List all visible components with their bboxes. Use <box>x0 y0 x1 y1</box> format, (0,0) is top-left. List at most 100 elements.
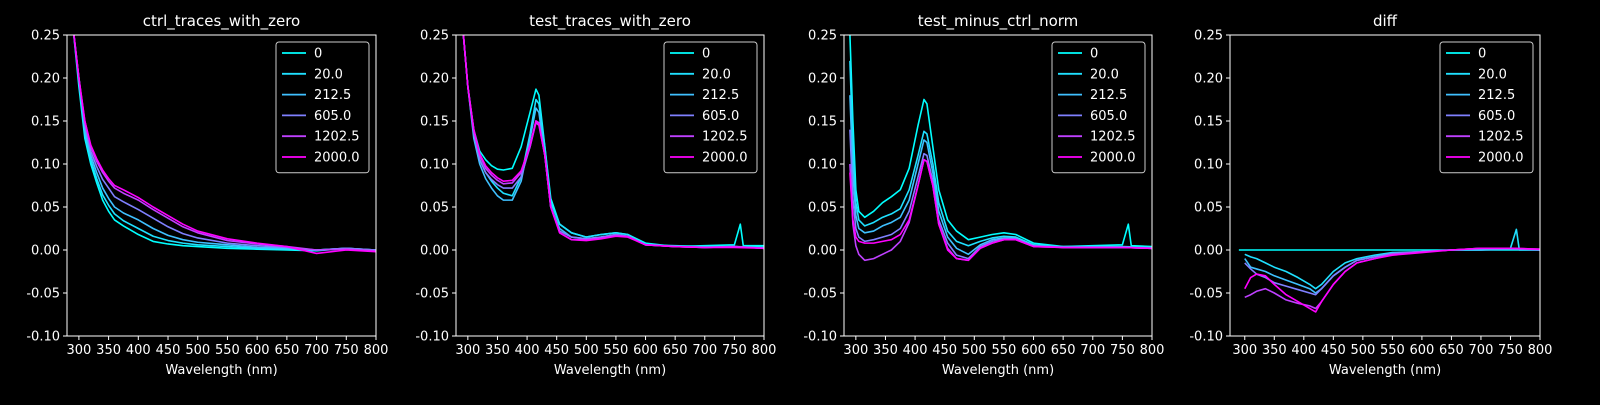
y-tick-label: 0.10 <box>31 158 60 173</box>
series-line-2000.0 <box>462 35 764 250</box>
x-tick-label: 550 <box>215 343 240 358</box>
series-line-20.0 <box>1244 228 1540 290</box>
x-tick-label: 800 <box>364 343 389 358</box>
y-tick-label: -0.10 <box>415 330 449 345</box>
axes-frame <box>1229 34 1541 337</box>
legend-label: 20.0 <box>314 67 343 82</box>
legend-label: 0 <box>314 47 322 62</box>
x-tick-label: 450 <box>932 343 957 358</box>
x-tick-label: 500 <box>1350 343 1375 358</box>
x-tick-label: 300 <box>843 343 868 358</box>
x-tick-label: 550 <box>1380 343 1405 358</box>
x-axis-label: Wavelength (nm) <box>165 363 277 378</box>
legend-label: 212.5 <box>702 88 739 103</box>
legend-label: 212.5 <box>1090 88 1127 103</box>
x-tick-label: 700 <box>304 343 329 358</box>
x-tick-label: 550 <box>604 343 629 358</box>
y-tick-label: -0.10 <box>803 330 837 345</box>
legend-label: 0 <box>702 47 710 62</box>
y-tick-label: 0.20 <box>1194 72 1223 87</box>
axes-frame <box>66 34 377 337</box>
series-line-1202.5 <box>1244 247 1540 310</box>
y-tick-label: 0.25 <box>31 29 60 44</box>
axes-frame <box>455 34 765 337</box>
x-tick-label: 650 <box>1439 343 1464 358</box>
y-tick-label: 0.10 <box>1194 158 1223 173</box>
chart-title: ctrl_traces_with_zero <box>143 12 300 31</box>
chart-panel-1: 300 350 400 450 500 550 600 650 700 750 800 -0.10 -0… <box>26 12 388 378</box>
x-tick-label: 750 <box>1110 343 1135 358</box>
x-tick-label: 700 <box>1080 343 1105 358</box>
y-tick-label: 0.15 <box>1194 115 1223 130</box>
legend-label: 605.0 <box>702 109 739 124</box>
legend-label: 605.0 <box>314 109 351 124</box>
y-tick-label: -0.05 <box>26 287 60 302</box>
x-tick-label: 750 <box>1498 343 1523 358</box>
y-tick-label: 0.00 <box>420 244 449 259</box>
y-tick-label: 0.05 <box>420 201 449 216</box>
x-tick-label: 800 <box>1140 343 1165 358</box>
legend: 0 20.0 212.5 605.0 1202.5 2000.0 <box>1051 41 1146 174</box>
y-tick-label: -0.05 <box>1189 287 1223 302</box>
x-tick-label: 600 <box>1409 343 1434 358</box>
y-tick-label: 0.20 <box>31 72 60 87</box>
x-tick-label: 600 <box>245 343 270 358</box>
x-tick-label: 450 <box>1321 343 1346 358</box>
x-tick-label: 650 <box>1051 343 1076 358</box>
legend-label: 20.0 <box>702 67 731 82</box>
chart-panel-3: 300 350 400 450 500 550 600 650 700 750 800 -0.10 -0… <box>803 12 1164 378</box>
legend: 0 20.0 212.5 605.0 1202.5 2000.0 <box>663 41 758 174</box>
x-tick-label: 350 <box>485 343 510 358</box>
x-tick-label: 600 <box>633 343 658 358</box>
y-tick-label: 0.15 <box>420 115 449 130</box>
y-tick-label: 0.25 <box>420 29 449 44</box>
x-tick-label: 400 <box>1291 343 1316 358</box>
x-tick-label: 800 <box>1528 343 1553 358</box>
x-tick-label: 450 <box>544 343 569 358</box>
x-tick-label: 350 <box>96 343 121 358</box>
x-tick-label: 400 <box>126 343 151 358</box>
x-axis-label: Wavelength (nm) <box>1329 363 1441 378</box>
y-tick-label: 0.00 <box>1194 244 1223 259</box>
x-tick-label: 450 <box>156 343 181 358</box>
series-line-605.0 <box>849 129 1152 260</box>
x-tick-label: 800 <box>752 343 777 358</box>
x-tick-label: 700 <box>692 343 717 358</box>
chart-title: test_minus_ctrl_norm <box>918 12 1079 31</box>
y-tick-label: 0.00 <box>31 244 60 259</box>
legend-label: 2000.0 <box>314 151 360 166</box>
series-group <box>72 35 376 255</box>
chart-panel-4: 300 350 400 450 500 550 600 650 700 750 800 -0.10 -0… <box>1189 12 1552 378</box>
series-line-212.5 <box>73 35 376 251</box>
series-group <box>849 35 1152 262</box>
legend-label: 20.0 <box>1090 67 1119 82</box>
legend-label: 20.0 <box>1478 67 1507 82</box>
y-tick-label: -0.05 <box>415 287 449 302</box>
legend-label: 1202.5 <box>1478 130 1524 145</box>
y-tick-label: 0.20 <box>808 72 837 87</box>
x-tick-label: 700 <box>1469 343 1494 358</box>
legend: 0 20.0 212.5 605.0 1202.5 2000.0 <box>275 41 370 174</box>
legend-label: 2000.0 <box>702 151 748 166</box>
axes-frame <box>843 34 1153 337</box>
legend-label: 605.0 <box>1478 109 1515 124</box>
legend: 0 20.0 212.5 605.0 1202.5 2000.0 <box>1439 41 1534 174</box>
series-line-0 <box>72 35 376 252</box>
legend-label: 2000.0 <box>1090 151 1136 166</box>
legend-label: 0 <box>1090 47 1098 62</box>
x-tick-label: 350 <box>873 343 898 358</box>
y-tick-label: 0.10 <box>808 158 837 173</box>
x-axis-label: Wavelength (nm) <box>554 363 666 378</box>
y-tick-label: 0.05 <box>31 201 60 216</box>
y-tick-label: 0.10 <box>420 158 449 173</box>
y-tick-label: 0.20 <box>420 72 449 87</box>
x-tick-label: 600 <box>1021 343 1046 358</box>
series-line-2000.0 <box>1244 247 1540 313</box>
x-tick-label: 300 <box>1232 343 1257 358</box>
y-tick-label: 0.00 <box>808 244 837 259</box>
x-tick-label: 650 <box>274 343 299 358</box>
legend-label: 2000.0 <box>1478 151 1524 166</box>
legend-label: 0 <box>1478 47 1486 62</box>
